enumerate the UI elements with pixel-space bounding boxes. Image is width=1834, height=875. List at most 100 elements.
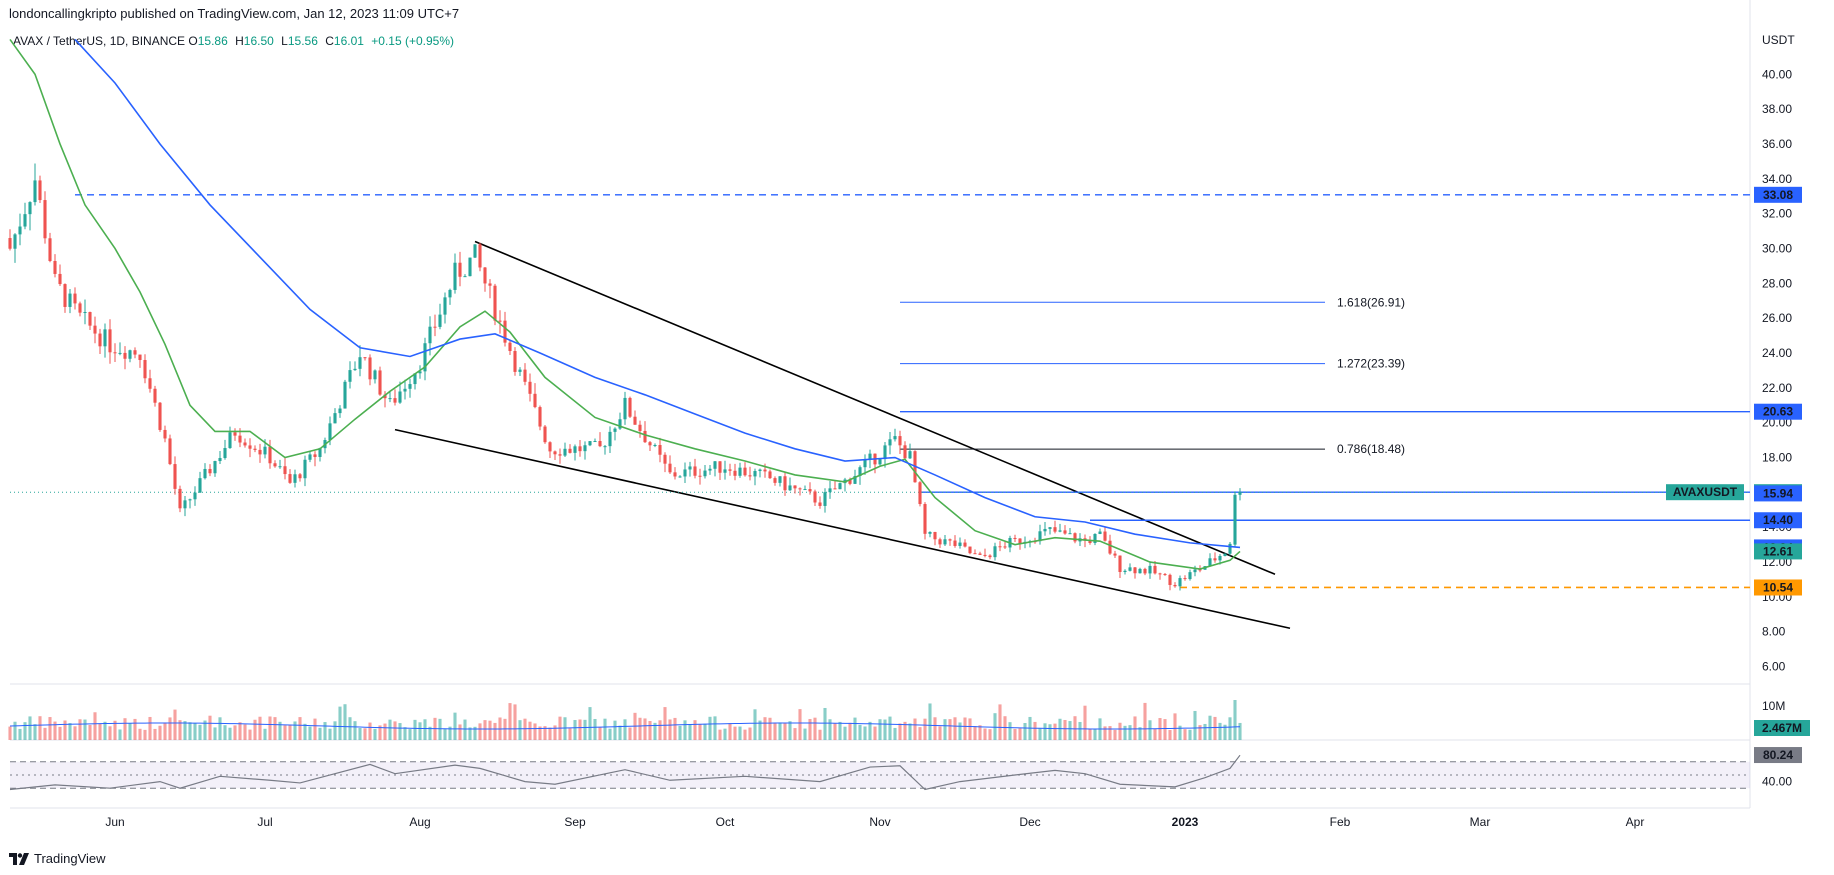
volume-bar — [738, 726, 742, 740]
volume-bar — [813, 717, 817, 740]
volume-bar — [628, 727, 632, 740]
volume-bar — [1088, 728, 1092, 740]
candle-body — [413, 373, 417, 385]
candle-body — [203, 468, 207, 479]
candle-body — [328, 423, 332, 441]
volume-bar — [708, 716, 712, 740]
volume-bar — [1003, 716, 1007, 740]
price-label-text: 12.61 — [1763, 544, 1793, 558]
volume-bar — [268, 716, 272, 740]
candle-body — [378, 370, 382, 395]
candle-body — [68, 293, 72, 307]
candle-body — [343, 381, 347, 409]
candle-body — [1063, 530, 1067, 534]
volume-bar — [298, 717, 302, 740]
volume-bar — [658, 720, 662, 740]
price-label-badge — [1754, 403, 1802, 420]
candle-body — [1148, 565, 1152, 574]
volume-bar — [843, 726, 847, 740]
candle-body — [688, 466, 692, 470]
candle-body — [98, 333, 102, 347]
publisher-header: londoncallingkripto published on Trading… — [9, 6, 459, 21]
volume-bar — [573, 720, 577, 740]
candle-body — [48, 238, 52, 261]
candle-body — [1093, 533, 1097, 544]
candle-body — [623, 397, 627, 420]
tradingview-logo-icon — [9, 852, 29, 865]
candle-body — [193, 492, 197, 500]
volume-bar — [1123, 725, 1127, 740]
candle-body — [148, 378, 152, 389]
candle-body — [663, 454, 667, 464]
candle-body — [1238, 492, 1242, 495]
volume-bar — [648, 721, 652, 740]
candle-body — [473, 244, 477, 258]
fib-level-label: 1.272(23.39) — [1337, 357, 1405, 371]
volume-bar — [848, 722, 852, 740]
wedge-lower-line — [394, 428, 1291, 630]
candle-body — [948, 539, 952, 541]
candle-body — [28, 202, 32, 215]
volume-bar — [133, 718, 137, 740]
candle-body — [788, 485, 792, 491]
time-tick-label: 2023 — [1172, 815, 1199, 829]
candle-body — [353, 368, 357, 371]
volume-bar — [318, 727, 322, 740]
volume-bar — [393, 721, 397, 740]
candle-body — [568, 448, 572, 453]
volume-bar — [583, 719, 587, 740]
candle-body — [893, 436, 897, 440]
volume-bar — [803, 728, 807, 740]
candle-body — [1163, 574, 1167, 576]
fib-level-label: 1.618(26.91) — [1337, 295, 1405, 309]
price-tick-label: 32.00 — [1762, 207, 1792, 221]
volume-bar — [13, 721, 17, 740]
volume-bar — [33, 724, 37, 740]
volume-bar — [418, 722, 422, 740]
symbol-name[interactable]: AVAX / TetherUS, 1D, BINANCE — [13, 34, 186, 48]
candle-body — [1103, 531, 1107, 541]
candle-body — [983, 554, 987, 556]
volume-bar — [123, 718, 127, 740]
volume-bar — [468, 727, 472, 740]
candle-body — [898, 436, 902, 446]
candle-body — [618, 419, 622, 429]
volume-bar — [943, 719, 947, 740]
volume-bar — [578, 719, 582, 740]
rsi-line — [9, 754, 1241, 791]
candle-body — [1053, 527, 1057, 532]
volume-bar — [893, 727, 897, 740]
tradingview-footer[interactable]: TradingView — [9, 851, 106, 866]
volume-tick-label: 10M — [1762, 699, 1785, 713]
volume-bar — [1073, 716, 1077, 740]
candle-body — [103, 329, 107, 347]
candle-body — [763, 469, 767, 472]
volume-bar — [1048, 724, 1052, 740]
candle-body — [498, 320, 502, 322]
volume-bar — [458, 724, 462, 740]
candle-body — [478, 244, 482, 268]
volume-bar — [128, 723, 132, 740]
volume-bar — [958, 722, 962, 740]
candle-body — [283, 466, 287, 475]
volume-bar — [173, 709, 177, 740]
volume-bar — [243, 724, 247, 740]
volume-bar — [988, 729, 992, 740]
candle-body — [633, 416, 637, 425]
volume-bar — [908, 723, 912, 740]
time-axis[interactable]: Jun Jul Aug Sep Oct Nov Dec 2023 Feb Mar Apr — [105, 815, 1644, 829]
candle-body — [508, 342, 512, 352]
volume-bar — [18, 728, 22, 740]
volume-bar — [183, 721, 187, 740]
volume-bar — [1213, 716, 1217, 740]
candle-body — [143, 360, 147, 379]
volume-bar — [568, 728, 572, 740]
volume-bar — [773, 722, 777, 740]
price-label-badge — [1754, 579, 1802, 596]
candle-body — [383, 394, 387, 399]
candle-body — [363, 357, 367, 359]
candle-body — [418, 371, 422, 374]
volume-bar — [1178, 725, 1182, 740]
volume-bar — [598, 727, 602, 740]
